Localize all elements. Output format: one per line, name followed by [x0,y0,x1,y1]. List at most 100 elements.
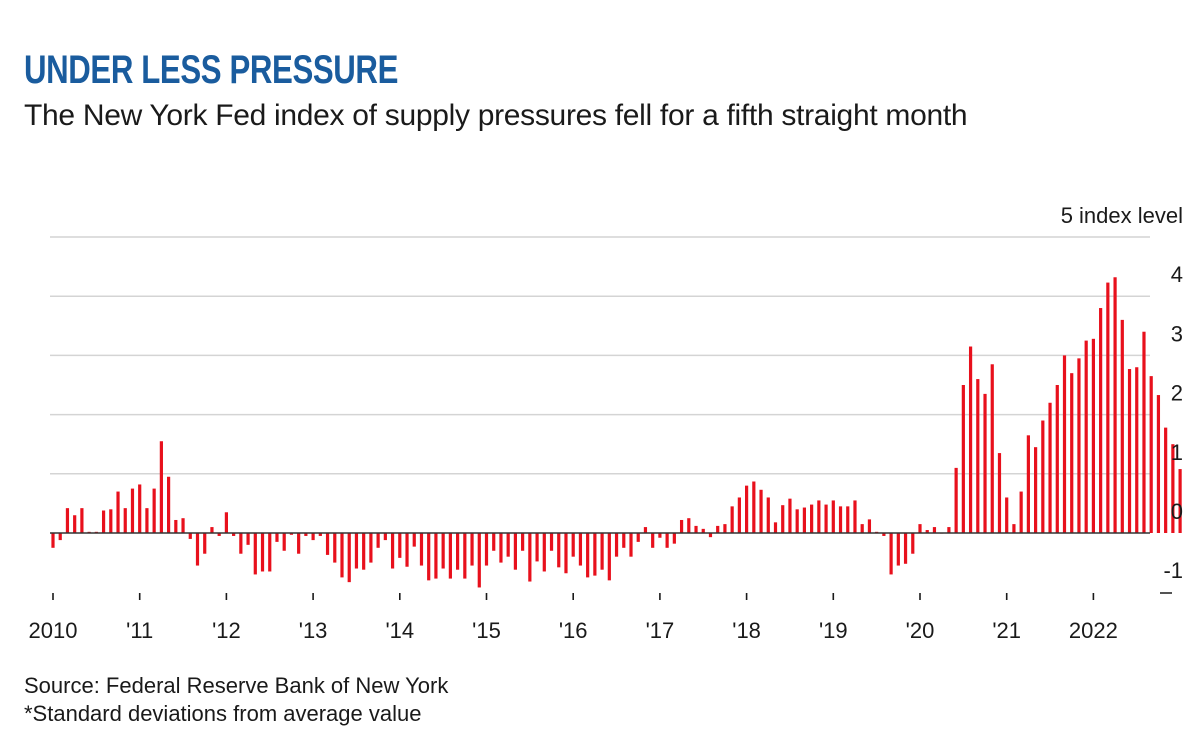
bar [369,533,373,563]
x-tick-label: '18 [732,618,761,643]
bar [390,533,395,569]
y-tick-label: 2 [1171,381,1183,406]
bar [1062,355,1067,533]
bar [1171,444,1175,533]
bar [679,519,684,533]
bar [708,533,713,538]
bar [232,533,236,536]
bar [1077,358,1081,533]
bar [831,500,835,533]
bar [398,533,402,558]
bar [347,533,351,583]
bar [333,533,337,563]
bar [419,533,424,566]
bar [564,533,568,574]
bar [130,488,135,533]
bar [781,505,785,533]
bar [846,506,850,533]
bar [318,533,322,536]
bar [903,533,908,564]
x-tick-label: 2022 [1069,618,1118,643]
bar [217,533,221,536]
bar [643,527,648,533]
bar [123,508,127,533]
bar [383,533,387,541]
bar [824,504,828,533]
bar [983,393,987,533]
bar [557,533,561,568]
bar [954,467,958,533]
bar [340,533,344,578]
bar [1106,282,1110,533]
gridlines [50,236,1150,475]
bar [289,533,294,535]
bar [1164,427,1168,533]
bar [195,533,200,566]
bar [246,533,250,545]
bar [441,533,445,569]
bar [759,489,763,533]
y-tick-label: -1 [1163,558,1183,583]
bar [484,533,489,566]
bar [224,512,228,533]
bar [542,533,546,572]
bar [101,510,106,533]
bar [990,364,994,533]
bar [1026,435,1030,533]
bar [773,522,778,533]
bar [549,533,554,551]
bar [513,533,517,570]
bar [636,533,640,542]
x-tick-label: '17 [646,618,675,643]
x-tick-label: '16 [559,618,588,643]
y-tick-label: 3 [1171,321,1183,346]
bar [586,533,590,578]
x-tick-label: '19 [819,618,848,643]
bar [1048,402,1052,533]
x-tick-label: '11 [126,618,153,643]
bar [795,509,799,533]
bar [716,525,720,533]
bar [947,527,951,533]
bar [535,533,539,562]
x-tick-label: '21 [992,618,1021,643]
bar [961,385,965,533]
bar [788,498,792,533]
bar [58,533,62,541]
bar [600,533,604,570]
bar [896,533,900,566]
bar [860,524,864,533]
bar [911,533,915,554]
bar [1142,331,1146,533]
bar [434,533,438,579]
bar [730,506,734,533]
bar [412,533,416,547]
bar [918,524,922,533]
bar [116,491,120,533]
x-tick-label: '12 [212,618,241,643]
x-tick-label: '14 [385,618,414,643]
bar [427,533,431,581]
bar [766,497,770,533]
bar [253,533,257,575]
bar [723,524,727,533]
bar [1019,491,1023,533]
bar [528,533,532,582]
bar [1005,497,1009,533]
bar [802,507,806,533]
bar [1149,376,1153,533]
bar [752,481,756,533]
bar [810,504,814,533]
bar [167,476,171,533]
bar [362,533,366,570]
bar [152,488,156,533]
bar [1178,469,1182,533]
bar [181,518,185,533]
bar [665,533,669,548]
bar [607,533,611,581]
bar [968,346,973,533]
bar [268,533,272,572]
bar [325,533,330,555]
bar [188,533,192,539]
